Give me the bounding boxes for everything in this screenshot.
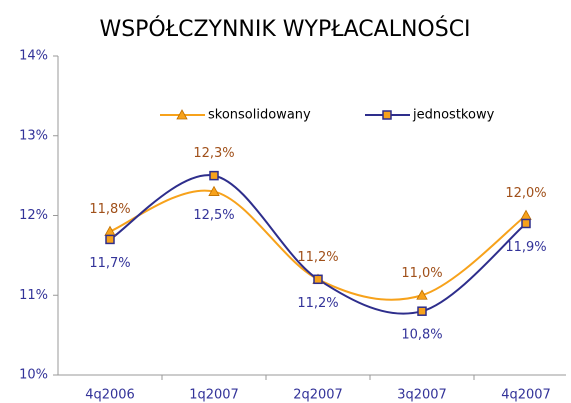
point-marker bbox=[521, 218, 531, 229]
data-label: 11,9% bbox=[505, 240, 546, 255]
y-tick-label: 11% bbox=[19, 288, 48, 303]
y-tick-label: 14% bbox=[19, 49, 48, 64]
point-marker bbox=[105, 234, 115, 245]
point-marker bbox=[313, 274, 323, 285]
data-label: 10,8% bbox=[401, 328, 442, 343]
data-label: 11,0% bbox=[401, 266, 442, 281]
point-marker bbox=[209, 170, 219, 181]
data-label: 11,8% bbox=[89, 202, 130, 217]
x-tick-label: 2q2007 bbox=[293, 388, 343, 403]
point-marker bbox=[208, 185, 220, 196]
y-tick-label: 10% bbox=[19, 368, 48, 383]
chart-title: WSPÓŁCZYNNIK WYPŁACALNOŚCI bbox=[99, 16, 470, 42]
x-tick-label: 3q2007 bbox=[397, 388, 447, 403]
data-label: 11,2% bbox=[297, 250, 338, 265]
point-marker bbox=[417, 306, 427, 316]
point-marker bbox=[416, 289, 428, 300]
y-tick-label: 13% bbox=[19, 128, 48, 143]
data-label: 11,7% bbox=[89, 256, 130, 271]
data-label: 12,5% bbox=[193, 208, 234, 223]
legend-marker bbox=[176, 109, 188, 120]
x-tick-label: 4q2007 bbox=[501, 388, 551, 403]
legend-label: skonsolidowany bbox=[208, 108, 311, 123]
data-label: 12,0% bbox=[505, 186, 546, 201]
point-marker bbox=[520, 209, 532, 220]
data-label: 12,3% bbox=[193, 146, 234, 161]
x-tick-label: 1q2007 bbox=[189, 388, 239, 403]
y-tick-label: 12% bbox=[19, 208, 48, 223]
legend-label: jednostkowy bbox=[412, 108, 495, 123]
legend-marker bbox=[382, 110, 392, 120]
series-line bbox=[109, 174, 527, 315]
x-tick-label: 4q2006 bbox=[85, 388, 135, 403]
data-label: 11,2% bbox=[297, 296, 338, 311]
